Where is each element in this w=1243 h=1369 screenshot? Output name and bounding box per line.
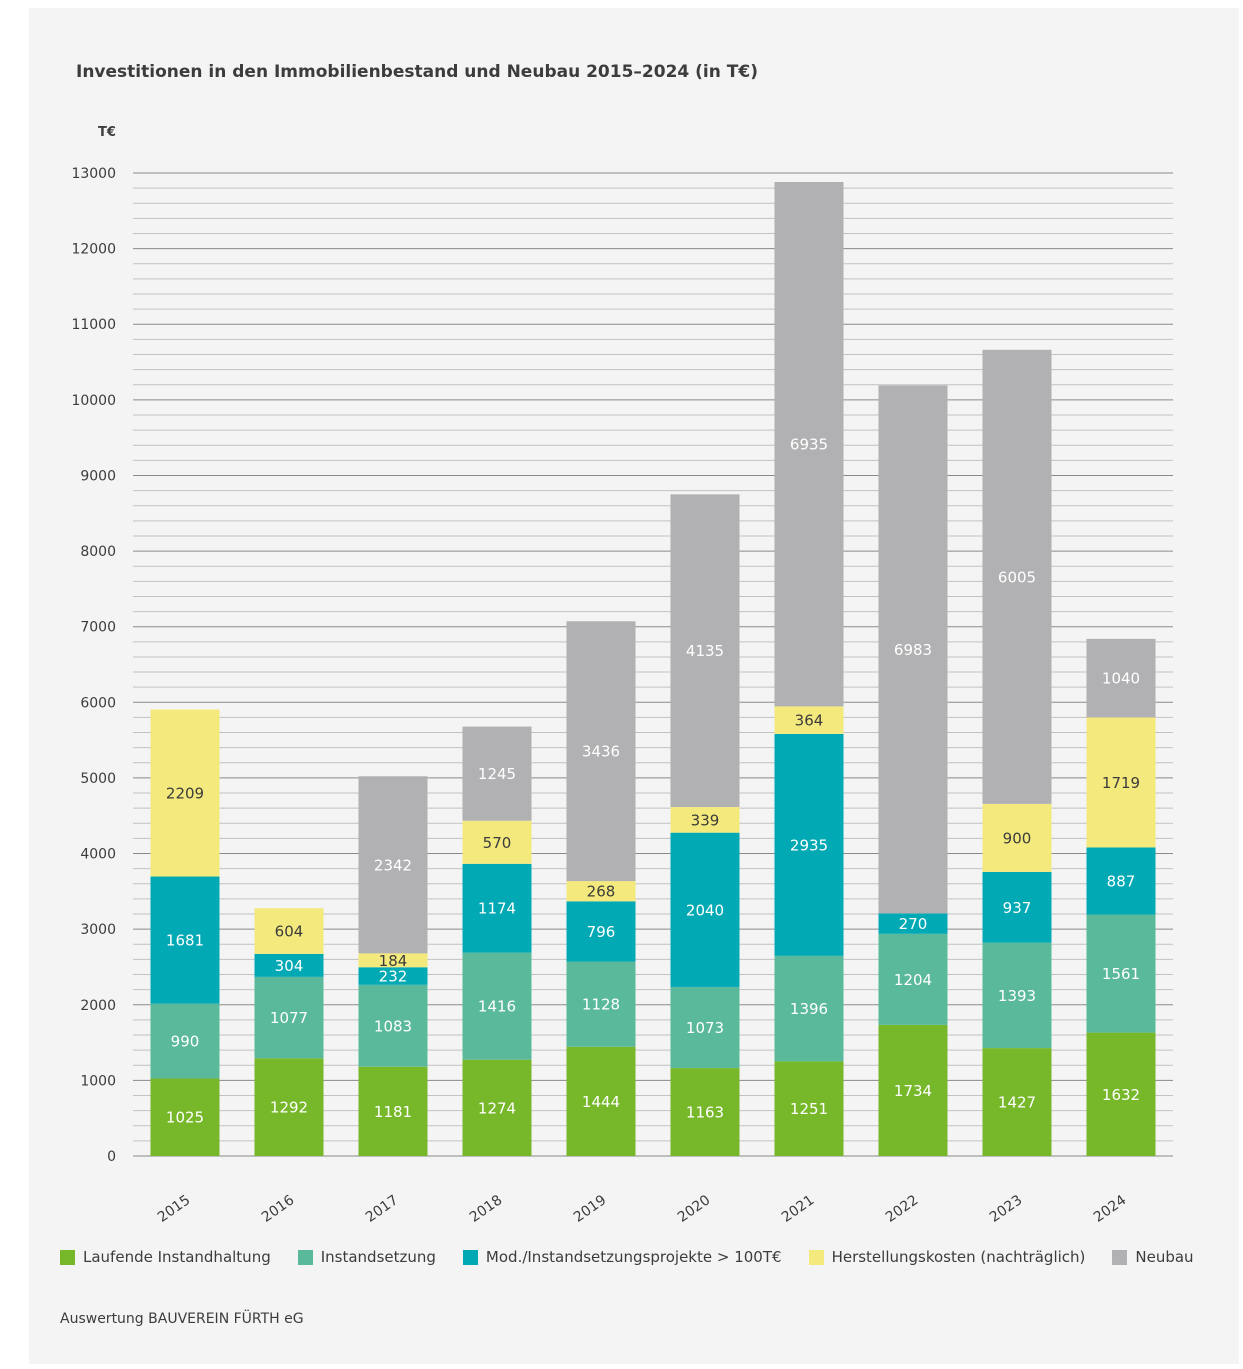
y-tick-label: 1000 [80,1073,116,1089]
bar-value-label: 1083 [374,1017,412,1035]
bar-value-label: 6983 [894,641,932,659]
y-tick-label: 5000 [80,771,116,787]
legend-label: Neubau [1135,1248,1193,1266]
legend-item: Neubau [1112,1248,1193,1266]
bar-value-label: 2935 [790,836,828,854]
legend-item: Herstellungskosten (nachträglich) [809,1248,1086,1266]
bar-value-label: 1077 [270,1009,308,1027]
legend-item: Instandsetzung [298,1248,436,1266]
bar-value-label: 339 [691,811,720,829]
x-tick-label: 2015 [155,1192,193,1226]
bar-value-label: 364 [795,712,824,730]
y-tick-label: 2000 [80,998,116,1014]
x-tick-label: 2024 [1091,1192,1129,1226]
bar-value-label: 1427 [998,1094,1036,1112]
y-tick-label: 11000 [71,317,116,333]
legend-swatch [463,1250,478,1265]
legend-label: Instandsetzung [321,1248,436,1266]
x-tick-label: 2021 [779,1192,817,1226]
bar-value-label: 937 [1003,899,1032,917]
bar-value-label: 1274 [478,1099,516,1117]
bar-value-label: 3436 [582,743,620,761]
bar-value-label: 1416 [478,998,516,1016]
bar-value-label: 604 [275,923,304,941]
bar-value-label: 1025 [166,1109,204,1127]
bar-value-label: 796 [587,923,616,941]
y-tick-label: 10000 [71,393,116,409]
bar-value-label: 1292 [270,1099,308,1117]
bar-value-label: 268 [587,883,616,901]
y-tick-label: 3000 [80,922,116,938]
bar-value-label: 1396 [790,1000,828,1018]
bar-value-label: 1681 [166,932,204,950]
bar-value-label: 1719 [1102,774,1140,792]
source-note: Auswertung BAUVEREIN FÜRTH eG [60,1311,304,1327]
bar-value-label: 2342 [374,856,412,874]
legend-item: Mod./Instandsetzungsprojekte > 100T€ [463,1248,782,1266]
bar-value-label: 990 [171,1033,200,1051]
legend-label: Mod./Instandsetzungsprojekte > 100T€ [486,1248,782,1266]
bar-value-label: 1393 [998,987,1036,1005]
bar-value-label: 6005 [998,568,1036,586]
x-tick-label: 2016 [259,1192,297,1226]
x-tick-label: 2020 [675,1192,713,1226]
bar-value-label: 1040 [1102,670,1140,688]
legend-label: Herstellungskosten (nachträglich) [832,1248,1086,1266]
legend-swatch [809,1250,824,1265]
bar-value-label: 270 [899,915,928,933]
bar-value-label: 887 [1107,873,1136,891]
bar-value-label: 570 [483,834,512,852]
bar-value-label: 1734 [894,1082,932,1100]
bar-value-label: 232 [379,968,408,986]
legend-swatch [1112,1250,1127,1265]
x-tick-label: 2018 [467,1192,505,1226]
legend-label: Laufende Instandhaltung [83,1248,271,1266]
bar-value-label: 1561 [1102,965,1140,983]
x-tick-label: 2017 [363,1192,401,1226]
bar-value-label: 1174 [478,900,516,918]
y-tick-label: 8000 [80,544,116,560]
y-axis-title: T€ [98,125,116,140]
legend-swatch [60,1250,75,1265]
bar-value-label: 1163 [686,1104,724,1122]
bar-value-label: 1245 [478,765,516,783]
bar-value-label: 6935 [790,436,828,454]
x-tick-label: 2022 [883,1192,921,1226]
bar-value-label: 2209 [166,785,204,803]
y-tick-label: 0 [107,1149,116,1165]
bar-value-label: 1204 [894,971,932,989]
x-axis-ticks: 2015 2016 2017 2018 2019 2020 2021 2022 2023 2024 [155,1192,1129,1226]
legend-item: Laufende Instandhaltung [60,1248,271,1266]
bar-value-label: 2040 [686,901,724,919]
bar-value-label: 1444 [582,1093,620,1111]
bar-value-label: 1251 [790,1100,828,1118]
x-tick-label: 2023 [987,1192,1025,1226]
y-tick-label: 4000 [80,847,116,863]
y-tick-label: 6000 [80,695,116,711]
x-tick-label: 2019 [571,1192,609,1226]
legend-swatch [298,1250,313,1265]
y-tick-label: 9000 [80,468,116,484]
bar-value-label: 184 [379,952,408,970]
bar-value-label: 1181 [374,1103,412,1121]
bar-value-label: 1073 [686,1019,724,1037]
y-tick-label: 12000 [71,242,116,258]
bar-value-label: 304 [275,957,304,975]
bar-value-label: 4135 [686,642,724,660]
bar-value-label: 1128 [582,996,620,1014]
legend: Laufende Instandhaltung Instandsetzung Mod… [60,1248,1230,1266]
bar-value-label: 1632 [1102,1086,1140,1104]
y-axis-ticks: 0 1000 2000 3000 4000 5000 6000 7000 8000 9000 100… [71,166,116,1165]
bar-value-label: 900 [1003,829,1032,847]
y-tick-label: 7000 [80,620,116,636]
y-tick-label: 13000 [71,166,116,182]
